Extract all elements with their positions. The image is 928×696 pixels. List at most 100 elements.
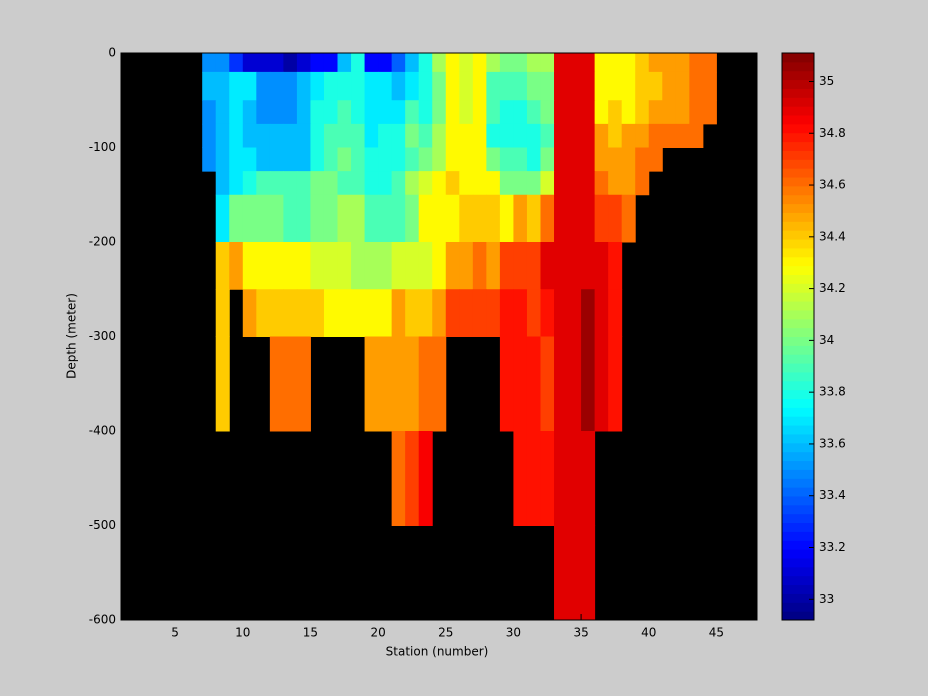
heat-cell [608, 147, 623, 172]
colorbar-step [782, 194, 814, 205]
colorbar-tick-label: 34.8 [819, 126, 846, 140]
heat-cell [526, 71, 541, 101]
heat-cell [269, 147, 284, 172]
heat-cell [648, 53, 663, 73]
colorbar-step [782, 469, 814, 479]
heat-cell [594, 171, 609, 196]
heat-cell [581, 100, 596, 125]
heat-cell [526, 194, 541, 243]
colorbar-step [782, 256, 814, 267]
heat-cell [486, 289, 501, 337]
x-tick-label: 45 [709, 626, 724, 640]
heat-cell [215, 171, 230, 196]
heat-cell [405, 123, 420, 148]
heat-cell [378, 123, 393, 148]
heat-cell [323, 242, 339, 290]
colorbar-step [782, 88, 814, 98]
heat-cell [215, 289, 230, 337]
heat-cell [540, 431, 555, 526]
heat-cell [378, 242, 393, 290]
heat-cell [554, 242, 569, 290]
heat-cell [269, 123, 284, 148]
heat-cell [215, 123, 230, 148]
y-tick-label: -400 [89, 424, 116, 438]
heat-cell [269, 289, 284, 337]
heat-cell [391, 71, 406, 101]
heat-cell [499, 289, 514, 337]
heat-cell [526, 53, 541, 73]
heat-cell [364, 71, 379, 101]
heat-cell [540, 242, 555, 290]
heat-cell [296, 289, 311, 337]
heat-cell [540, 147, 555, 172]
heat-cell [242, 71, 257, 101]
heat-cell [635, 53, 650, 73]
heat-cell [283, 336, 298, 432]
heat-cell [445, 123, 460, 148]
heat-cell [229, 242, 244, 290]
heat-cell [351, 289, 366, 337]
heat-cell [445, 171, 460, 196]
heat-cell [432, 147, 447, 172]
heat-cell [459, 71, 474, 101]
colorbar-step [782, 106, 814, 116]
heat-cell [296, 242, 311, 290]
colorbar-step [782, 478, 814, 488]
heat-cell [256, 71, 271, 101]
colorbar-step [782, 327, 814, 337]
heat-cell [513, 71, 528, 101]
heat-cell [215, 100, 230, 125]
colorbar-step [782, 593, 814, 603]
heat-cell [635, 71, 650, 101]
heat-cell [472, 171, 487, 196]
heat-cell [296, 147, 311, 172]
colorbar-step [782, 433, 814, 444]
heat-cell [202, 71, 217, 101]
heat-cell [391, 431, 406, 526]
colorbar-step [782, 318, 814, 329]
colorbar-step [782, 611, 814, 621]
heat-cell [445, 100, 460, 125]
heat-cell [378, 147, 393, 172]
colorbar-step [782, 168, 814, 178]
heat-cell [432, 123, 447, 148]
colorbar-step [782, 203, 814, 213]
heat-cell [242, 242, 257, 290]
heat-cell [594, 123, 609, 148]
colorbar-step [782, 283, 814, 293]
colorbar-step [782, 97, 814, 107]
heat-cell [391, 194, 406, 243]
colorbar-step [782, 522, 814, 532]
heat-cell [215, 242, 230, 290]
heat-cell [648, 71, 663, 101]
heat-cell [445, 194, 460, 243]
heat-cell [526, 431, 541, 526]
heat-cell [310, 123, 325, 148]
heat-cell [526, 336, 541, 432]
heat-cell [594, 289, 609, 337]
heat-cell [662, 71, 677, 101]
heat-cell [554, 336, 569, 432]
heat-cell [554, 525, 569, 621]
heat-cell [351, 123, 366, 148]
colorbar-step [782, 309, 814, 320]
colorbar-step [782, 336, 814, 346]
heat-cell [445, 147, 460, 172]
heat-cell [418, 194, 433, 243]
heat-cell [540, 53, 555, 73]
heat-cell [675, 100, 690, 125]
heat-cell [296, 100, 311, 125]
colorbar-step [782, 380, 814, 391]
colorbar-frame [781, 52, 815, 621]
heat-cell [405, 289, 420, 337]
heat-cell [418, 431, 433, 526]
heat-cell [554, 123, 569, 148]
heat-cell [594, 194, 609, 243]
heat-cell [229, 171, 244, 196]
heat-cell [675, 123, 690, 148]
heat-cell [391, 123, 406, 148]
heat-cell [215, 71, 230, 101]
heat-cell [364, 242, 379, 290]
heat-cell [526, 171, 541, 196]
heat-cell [635, 147, 650, 172]
